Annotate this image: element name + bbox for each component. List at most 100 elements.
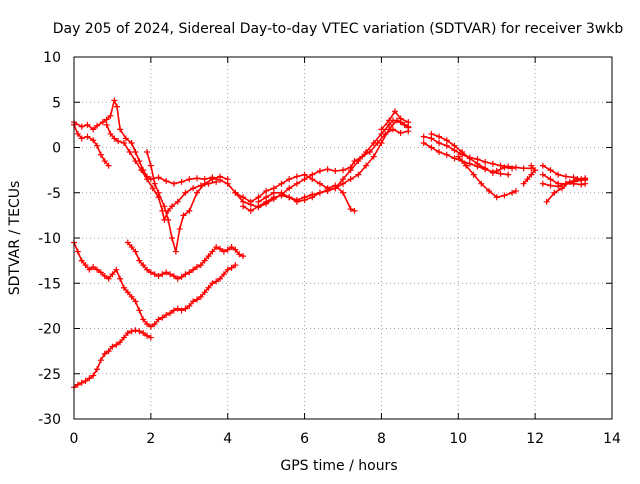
data-point xyxy=(420,139,427,146)
data-point xyxy=(193,296,200,303)
data-point xyxy=(147,323,154,330)
data-point xyxy=(99,119,106,126)
data-point xyxy=(286,185,293,192)
data-point xyxy=(120,284,127,291)
series-segment xyxy=(71,239,239,330)
data-point xyxy=(124,330,131,337)
data-point xyxy=(436,149,443,156)
data-point xyxy=(217,173,224,180)
y-tick-label: -10 xyxy=(38,231,61,247)
data-point xyxy=(193,263,200,270)
chart-title: Day 205 of 2024, Sidereal Day-to-day VTE… xyxy=(53,21,624,37)
data-point xyxy=(340,189,346,196)
data-point xyxy=(474,160,481,167)
data-point xyxy=(170,307,177,314)
data-point xyxy=(155,189,162,196)
data-point xyxy=(443,142,450,149)
data-point xyxy=(316,189,323,196)
data-point xyxy=(363,149,370,156)
data-point xyxy=(224,176,231,183)
data-point xyxy=(351,207,358,214)
data-point xyxy=(186,207,193,214)
y-tick-label: 0 xyxy=(52,141,61,157)
data-point xyxy=(197,262,204,269)
data-point xyxy=(78,135,85,142)
series-trace xyxy=(73,99,409,208)
data-point xyxy=(186,269,193,276)
data-point xyxy=(232,189,239,196)
data-point xyxy=(159,314,166,321)
data-point xyxy=(574,176,581,183)
data-point xyxy=(105,348,112,355)
data-point xyxy=(497,162,504,169)
data-point xyxy=(316,180,323,187)
data-point xyxy=(132,149,139,156)
data-point xyxy=(528,171,535,178)
data-point xyxy=(451,142,458,149)
data-point xyxy=(138,167,145,174)
data-point xyxy=(170,180,177,187)
data-point xyxy=(97,269,104,276)
data-point xyxy=(263,187,270,194)
data-point xyxy=(90,126,97,133)
data-point xyxy=(220,248,227,255)
data-point xyxy=(122,135,129,142)
series-segment xyxy=(543,175,589,205)
data-point xyxy=(578,181,585,188)
x-tick-label: 12 xyxy=(526,431,544,447)
data-point xyxy=(428,130,435,137)
data-point xyxy=(547,167,554,174)
data-point xyxy=(505,171,512,178)
data-point xyxy=(176,225,183,232)
data-point xyxy=(155,316,162,323)
data-point xyxy=(149,185,156,192)
data-point xyxy=(240,194,247,201)
data-point xyxy=(278,189,285,196)
data-point xyxy=(84,121,91,128)
data-point xyxy=(155,273,162,280)
data-point xyxy=(263,194,270,201)
data-point xyxy=(103,116,110,123)
data-point xyxy=(213,178,220,185)
data-point xyxy=(428,144,435,151)
data-point xyxy=(111,135,118,142)
data-point xyxy=(355,158,362,165)
data-point xyxy=(217,245,224,252)
data-point xyxy=(293,173,300,180)
data-point xyxy=(132,298,139,305)
data-point xyxy=(270,189,277,196)
data-point xyxy=(420,133,427,140)
data-point xyxy=(547,176,554,183)
data-point xyxy=(117,126,124,133)
x-tick-label: 8 xyxy=(377,431,386,447)
data-point xyxy=(136,328,143,335)
data-point xyxy=(90,372,97,379)
data-point xyxy=(182,189,189,196)
data-point xyxy=(182,305,189,312)
data-point xyxy=(94,122,101,129)
data-point xyxy=(113,341,120,348)
y-tick-label: 10 xyxy=(43,50,61,66)
data-point xyxy=(190,185,197,192)
data-point xyxy=(228,264,235,271)
data-point xyxy=(512,164,519,171)
data-point xyxy=(109,271,116,278)
data-point xyxy=(136,307,143,314)
data-point xyxy=(436,133,443,140)
data-point xyxy=(455,153,462,160)
data-point xyxy=(94,142,101,149)
data-point xyxy=(232,246,239,253)
data-point xyxy=(86,375,93,382)
data-point xyxy=(182,271,189,278)
series-trace xyxy=(146,151,228,253)
data-point xyxy=(555,171,562,178)
data-point xyxy=(493,194,500,201)
data-point xyxy=(501,164,508,171)
data-point xyxy=(172,248,179,255)
series-segment xyxy=(124,239,247,282)
data-point xyxy=(140,330,147,337)
data-point xyxy=(140,262,147,269)
series-segment xyxy=(144,149,231,255)
